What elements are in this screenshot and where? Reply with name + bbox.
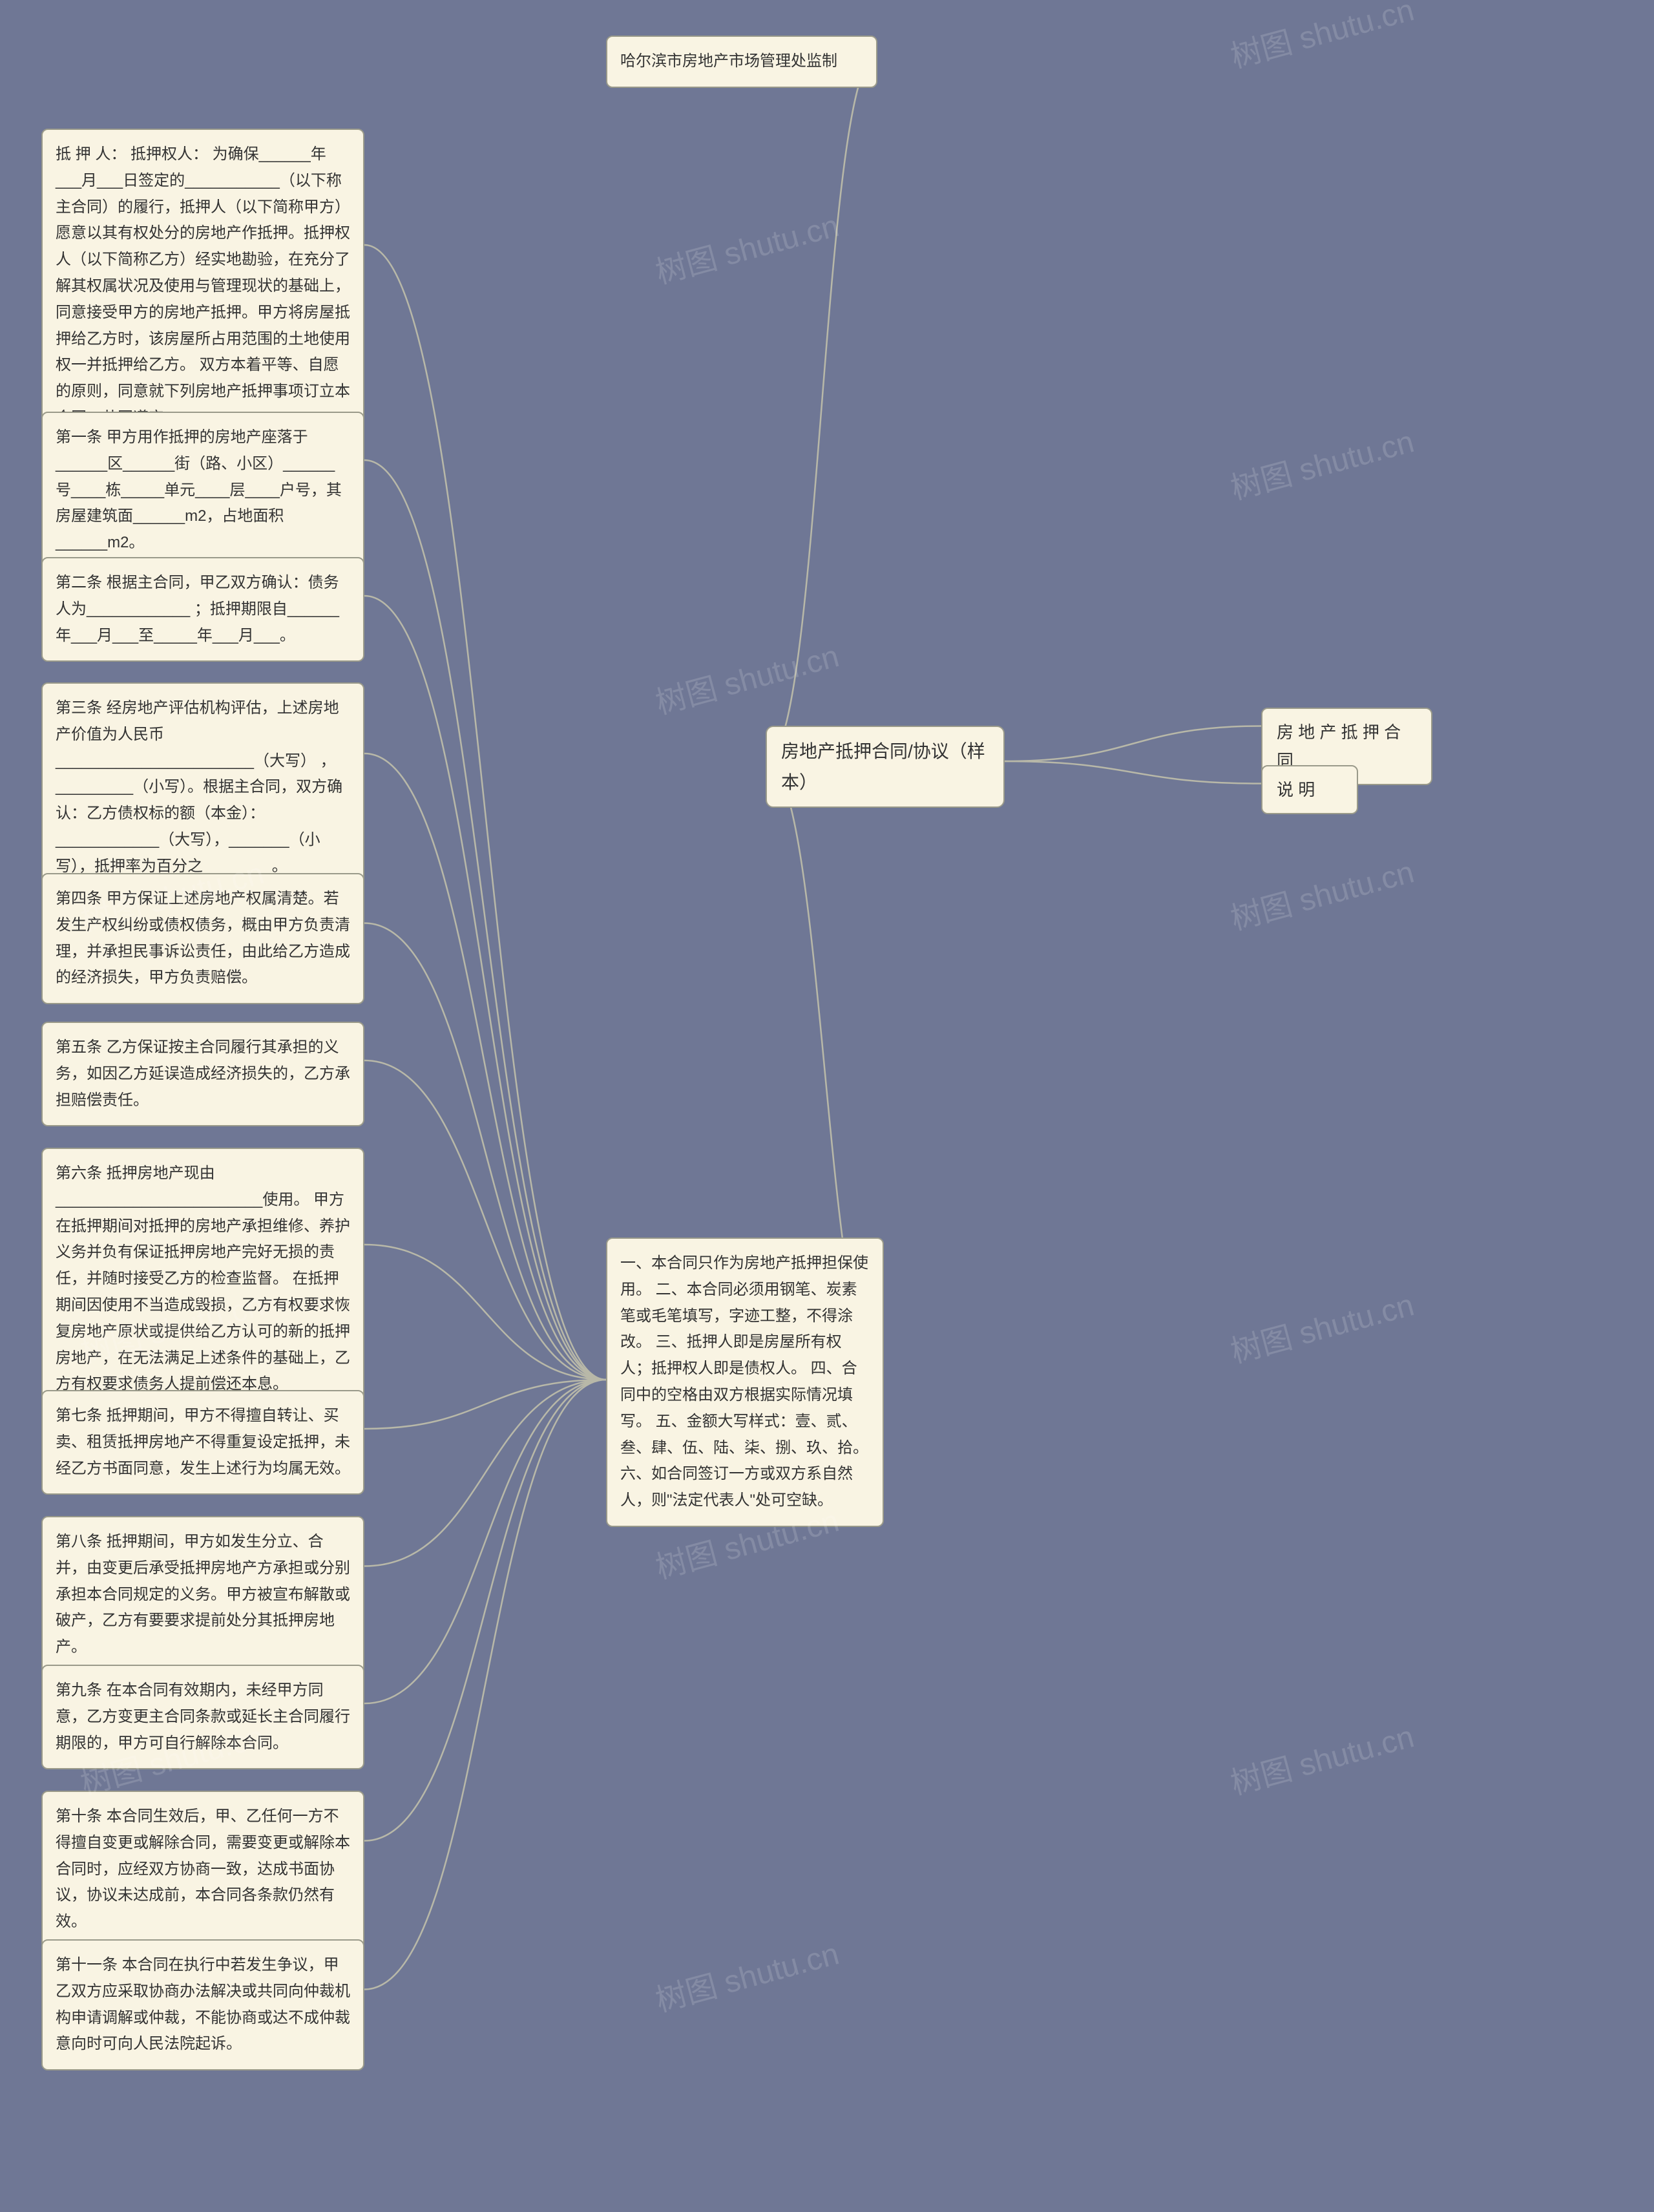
l8[interactable]: 第七条 抵押期间，甲方不得擅自转让、买卖、租赁抵押房地产不得重复设定抵押，未经乙… [41, 1390, 364, 1495]
r2[interactable]: 说 明 [1261, 765, 1358, 814]
l4[interactable]: 第三条 经房地产评估机构评估，上述房地产价值为人民币______________… [41, 682, 364, 893]
watermark: 树图 shutu.cn [1225, 0, 1418, 76]
l7[interactable]: 第六条 抵押房地产现由________________________使用。 甲… [41, 1148, 364, 1411]
l3[interactable]: 第二条 根据主合同，甲乙双方确认：债务人为____________ ；抵押期限自… [41, 557, 364, 662]
watermark: 树图 shutu.cn [650, 631, 843, 723]
watermark: 树图 shutu.cn [1225, 416, 1418, 509]
watermark: 树图 shutu.cn [1225, 1280, 1418, 1372]
l11[interactable]: 第十条 本合同生效后，甲、乙任何一方不得擅自变更或解除合同，需要变更或解除本合同… [41, 1791, 364, 1948]
watermark: 树图 shutu.cn [1225, 1711, 1418, 1804]
watermark: 树图 shutu.cn [650, 1928, 843, 2021]
watermark: 树图 shutu.cn [650, 200, 843, 293]
l10[interactable]: 第九条 在本合同有效期内，未经甲方同意，乙方变更主合同条款或延长主合同履行期限的… [41, 1665, 364, 1769]
l5[interactable]: 第四条 甲方保证上述房地产权属清楚。若发生产权纠纷或债权债务，概由甲方负责清理，… [41, 873, 364, 1004]
watermark: 树图 shutu.cn [1225, 847, 1418, 939]
l6[interactable]: 第五条 乙方保证按主合同履行其承担的义务，如因乙方延误造成经济损失的，乙方承担赔… [41, 1022, 364, 1126]
l9[interactable]: 第八条 抵押期间，甲方如发生分立、合并，由变更后承受抵押房地产方承担或分别承担本… [41, 1516, 364, 1674]
l1[interactable]: 抵 押 人： 抵押权人： 为确保______年___月___日签定的______… [41, 129, 364, 445]
l2[interactable]: 第一条 甲方用作抵押的房地产座落于______区______街（路、小区）___… [41, 412, 364, 569]
m1[interactable]: 哈尔滨市房地产市场管理处监制 [606, 36, 877, 88]
l12[interactable]: 第十一条 本合同在执行中若发生争议，甲乙双方应采取协商办法解决或共同向仲裁机构申… [41, 1939, 364, 2070]
m2[interactable]: 一、本合同只作为房地产抵押担保使用。 二、本合同必须用钢笔、炭素笔或毛笔填写，字… [606, 1238, 884, 1527]
root-node[interactable]: 房地产抵押合同/协议（样本） [766, 726, 1005, 808]
